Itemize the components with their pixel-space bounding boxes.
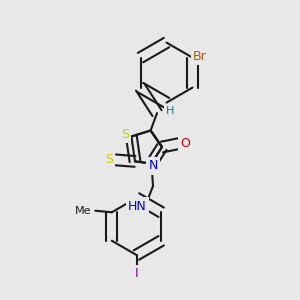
Text: S: S <box>121 128 129 141</box>
Text: H: H <box>166 106 175 116</box>
Text: I: I <box>135 267 138 280</box>
Text: O: O <box>181 137 190 150</box>
Text: HN: HN <box>128 200 146 213</box>
Text: Me: Me <box>75 206 92 216</box>
Text: S: S <box>105 153 113 167</box>
Text: N: N <box>148 159 158 172</box>
Text: Br: Br <box>193 50 207 63</box>
